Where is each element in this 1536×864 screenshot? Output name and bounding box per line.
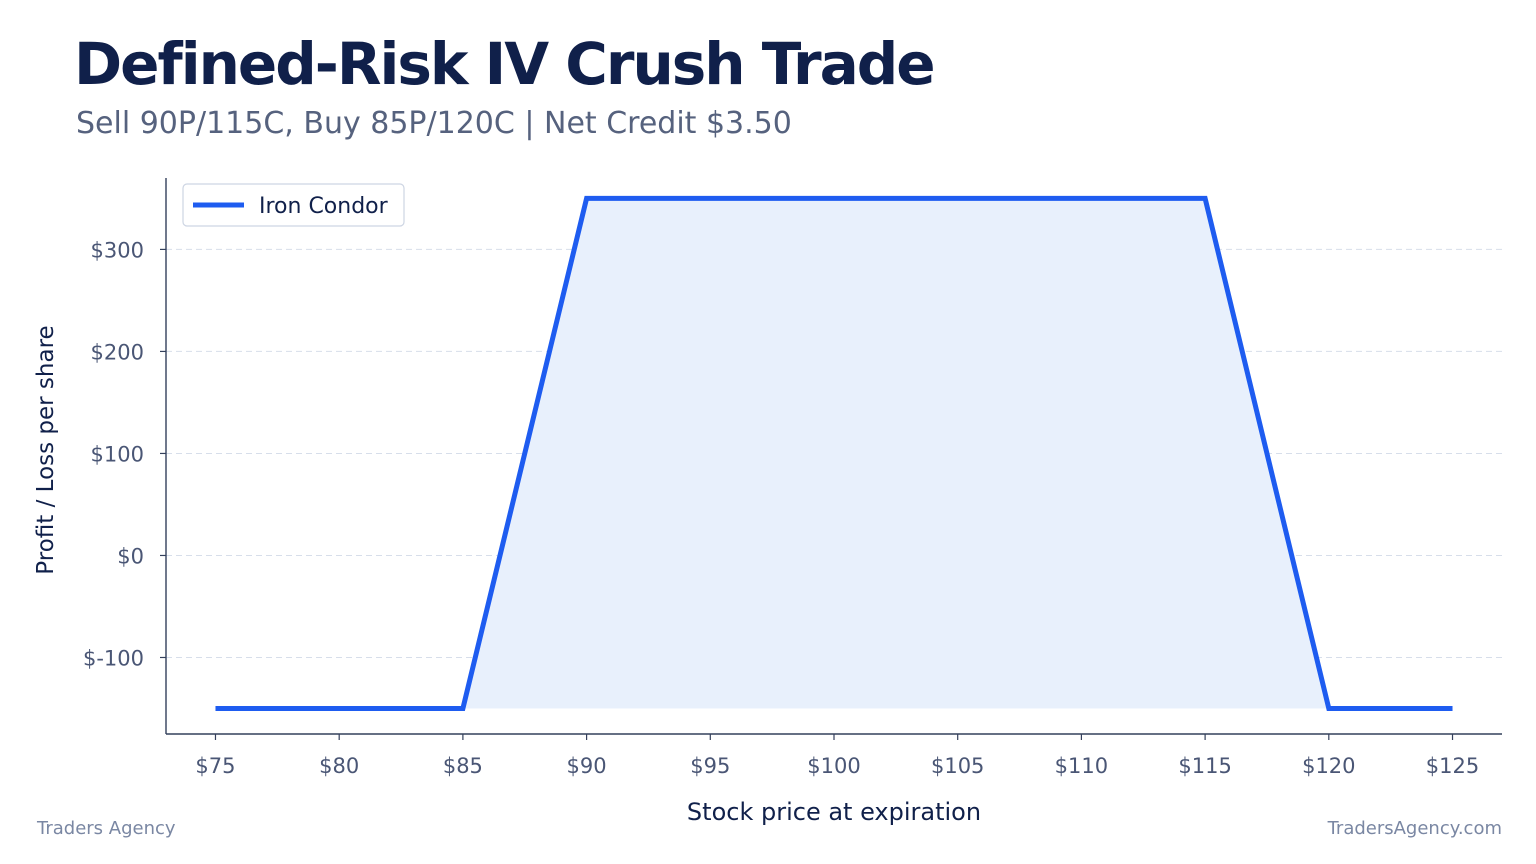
x-tick-label: $100 <box>807 754 860 778</box>
y-tick-label: $300 <box>91 238 144 262</box>
y-tick-label: $-100 <box>83 646 144 670</box>
profit-area-fill <box>215 198 1453 709</box>
chart-subtitle: Sell 90P/115C, Buy 85P/120C | Net Credit… <box>76 106 792 141</box>
x-tick-label: $95 <box>690 754 730 778</box>
x-tick-label: $125 <box>1426 754 1479 778</box>
legend-label-iron-condor: Iron Condor <box>259 194 389 219</box>
y-axis-label: Profit / Loss per share <box>33 325 59 574</box>
x-tick-label: $75 <box>195 754 235 778</box>
y-axis-ticks: $-100 $0 $100 $200 $300 <box>83 238 166 670</box>
x-tick-label: $110 <box>1055 754 1108 778</box>
y-tick-label: $200 <box>91 340 144 364</box>
legend-box <box>182 183 405 227</box>
chart-title: Defined-Risk IV Crush Trade <box>74 30 936 98</box>
legend: Iron Condor <box>182 183 405 227</box>
x-tick-label: $120 <box>1302 754 1355 778</box>
x-tick-label: $85 <box>443 754 483 778</box>
footer-brand: Traders Agency <box>37 818 176 839</box>
x-tick-label: $115 <box>1178 754 1231 778</box>
x-axis-label: Stock price at expiration <box>687 798 981 826</box>
y-tick-label: $0 <box>117 544 144 568</box>
x-axis-ticks: $75 $80 $85 $90 $95 $100 $105 $110 $115 $120 $125 <box>195 734 1479 778</box>
x-tick-label: $105 <box>931 754 984 778</box>
x-tick-label: $90 <box>567 754 607 778</box>
x-tick-label: $80 <box>319 754 359 778</box>
y-tick-label: $100 <box>91 442 144 466</box>
iron-condor-line <box>215 195 1453 711</box>
footer-url: TradersAgency.com <box>1327 818 1502 839</box>
